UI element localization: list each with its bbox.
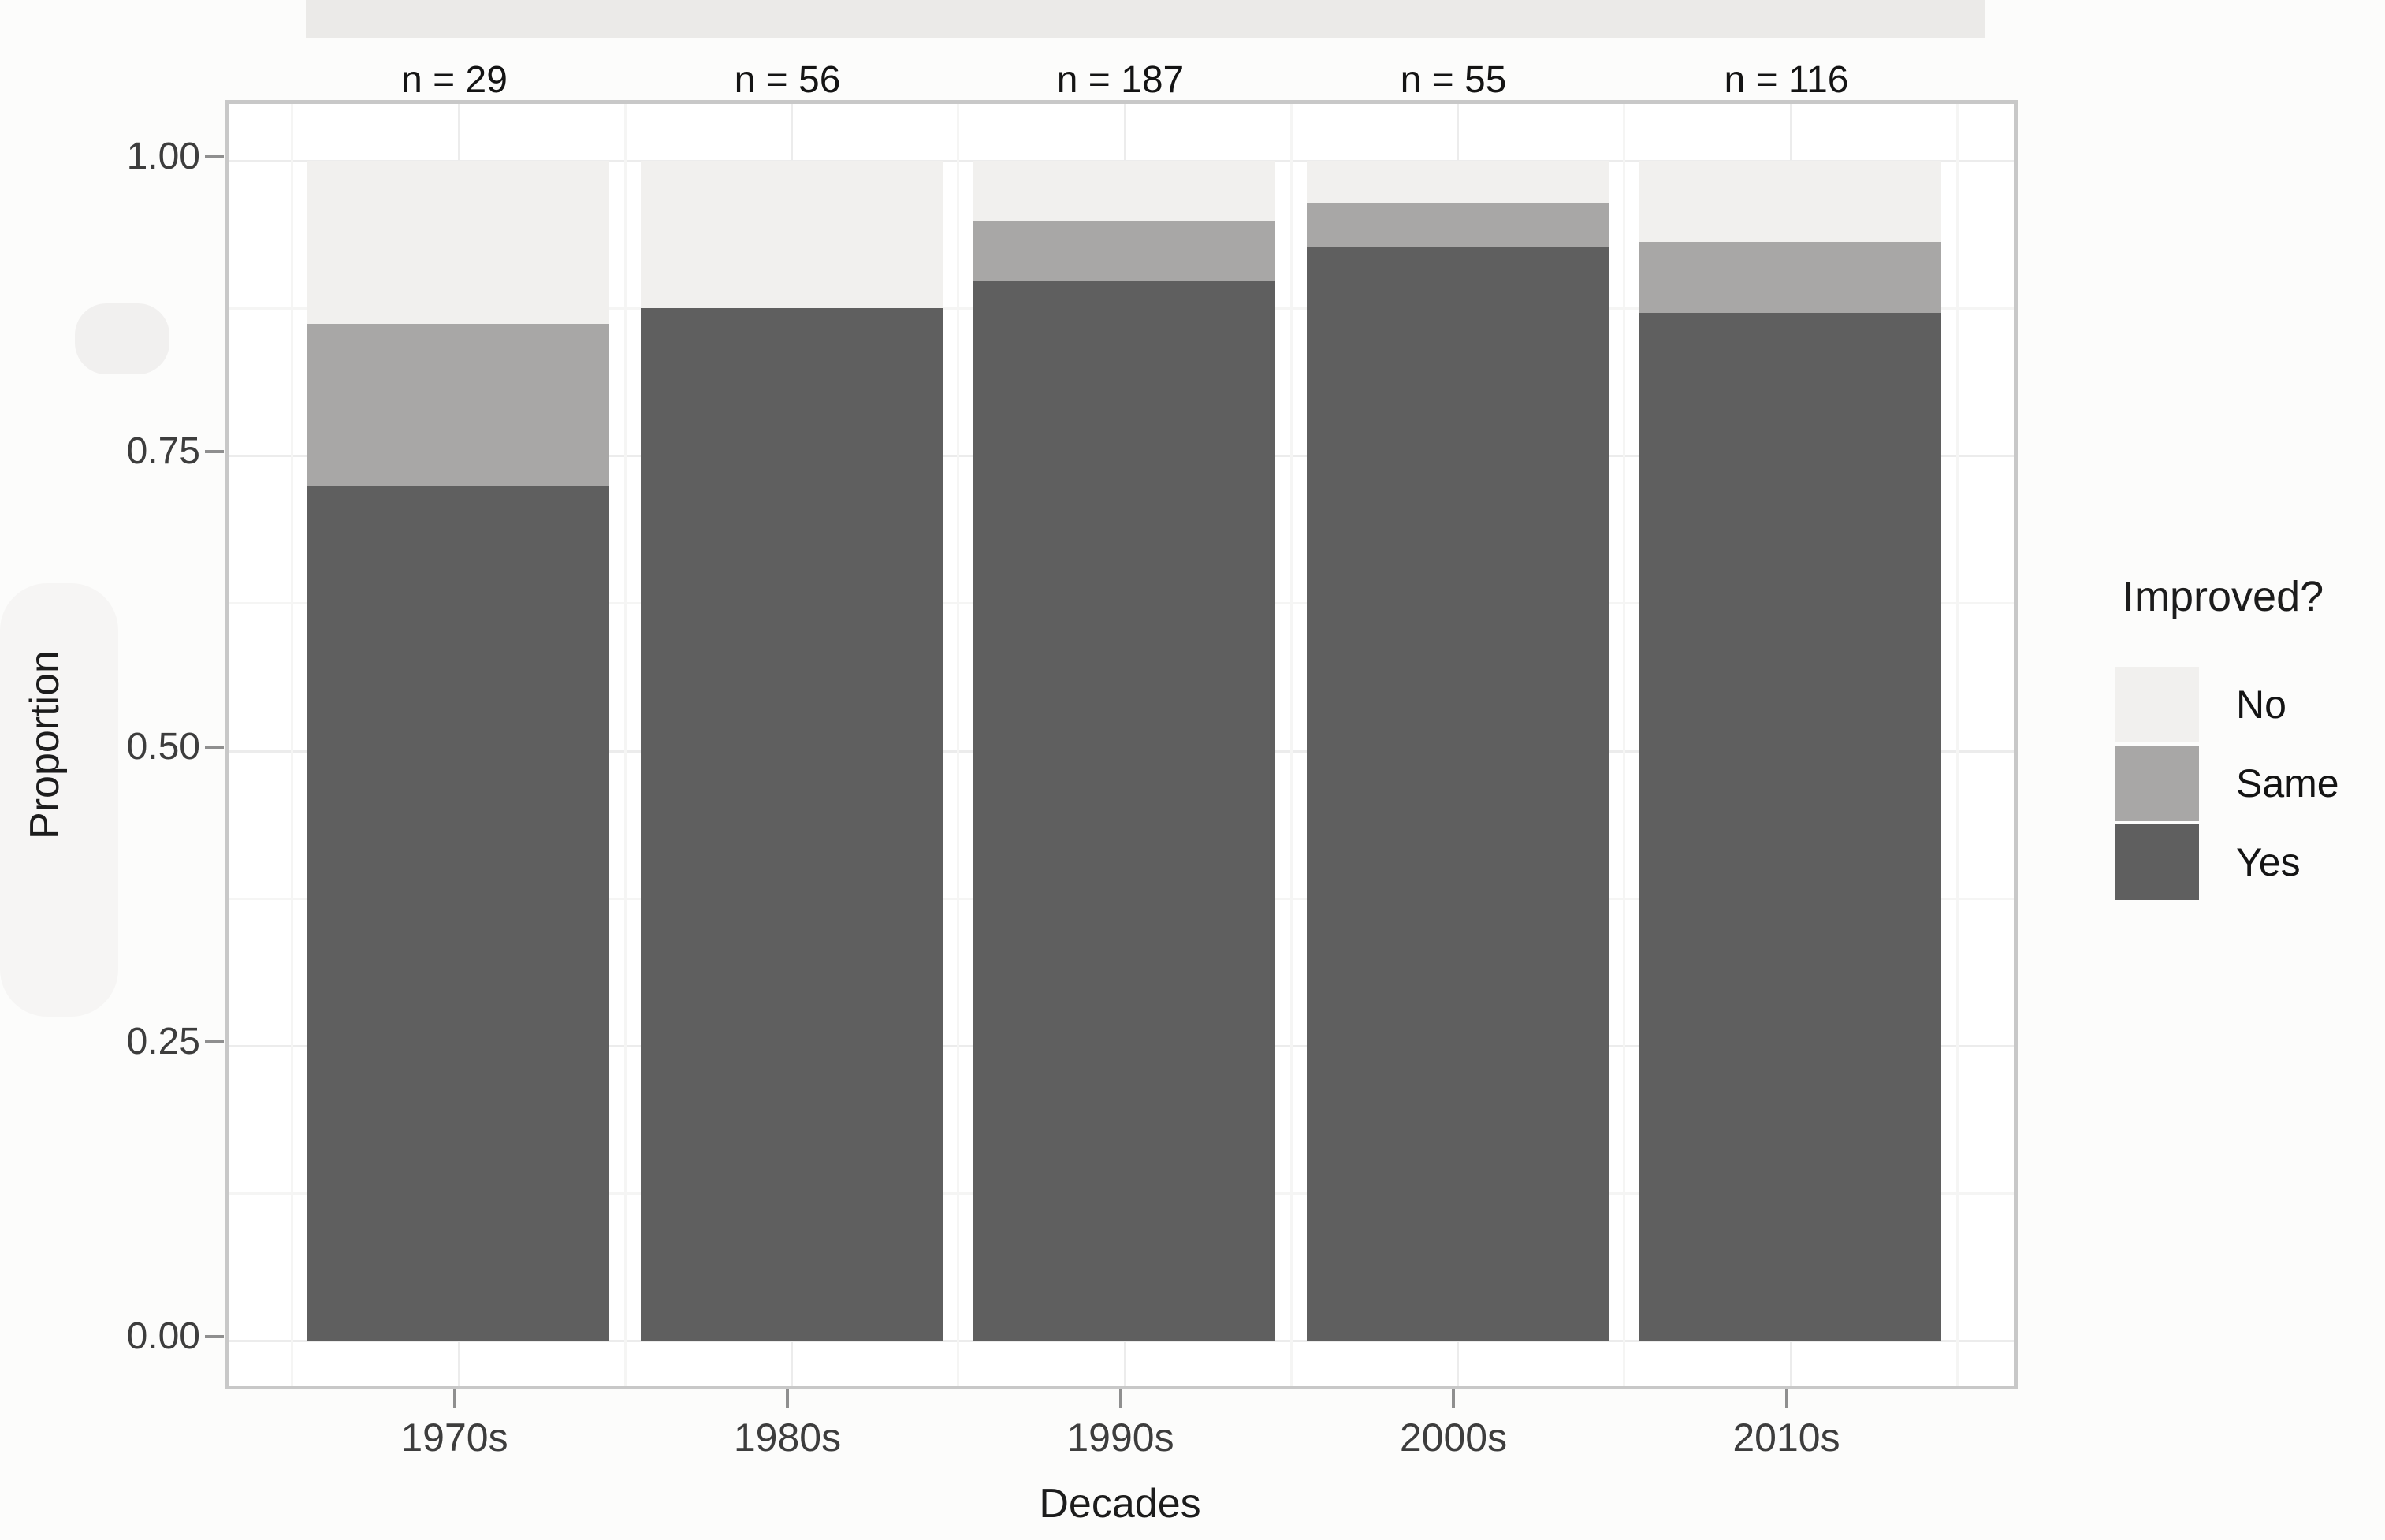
legend-items: No Same Yes xyxy=(2115,667,2339,900)
legend-swatch-yes xyxy=(2115,824,2199,900)
bar-segment-no xyxy=(640,161,943,309)
scan-artifact-smudge xyxy=(75,303,169,374)
bar-count-label: n = 187 xyxy=(1056,59,1185,101)
bar-segment-same xyxy=(1639,242,1941,314)
y-tick-mark xyxy=(205,745,224,749)
bar-count-label: n = 56 xyxy=(734,59,841,101)
legend-title: Improved? xyxy=(2123,573,2324,620)
x-tick-mark xyxy=(452,1389,456,1408)
gridline-minor-vertical xyxy=(1955,104,1959,1386)
bar-count-label: n = 29 xyxy=(401,59,508,101)
x-tick-label: 2010s xyxy=(1732,1415,1840,1460)
legend-swatch-no xyxy=(2115,667,2199,742)
bar-segment-yes xyxy=(307,486,609,1341)
legend-label: Yes xyxy=(2236,840,2301,884)
legend-label: No xyxy=(2236,683,2286,727)
y-tick-mark xyxy=(205,155,224,158)
bar-segment-yes xyxy=(1639,313,1941,1341)
y-tick-label: 0.25 xyxy=(126,1020,200,1062)
y-axis-title: Proportion xyxy=(22,650,68,839)
x-axis-title: Decades xyxy=(1039,1481,1201,1527)
bar-segment-yes xyxy=(1306,247,1609,1341)
bar-segment-no xyxy=(1639,161,1941,243)
x-tick-mark xyxy=(1118,1389,1122,1408)
bar-segment-yes xyxy=(973,281,1275,1341)
y-tick-mark xyxy=(205,1335,224,1338)
gridline-minor-vertical xyxy=(1623,104,1626,1386)
legend: Improved? No Same Yes xyxy=(2115,572,2339,903)
bar-count-label: n = 55 xyxy=(1400,59,1507,101)
legend-item-yes: Yes xyxy=(2115,824,2339,900)
bar-count-label: n = 116 xyxy=(1724,59,1849,101)
bar-segment-same xyxy=(973,221,1275,281)
bar-segment-yes xyxy=(640,308,943,1341)
bar-segment-same xyxy=(307,323,609,487)
y-tick-label: 0.75 xyxy=(126,430,200,473)
y-tick-label: 0.00 xyxy=(126,1315,200,1357)
bar-segment-same xyxy=(1306,203,1609,247)
x-tick-label: 1970s xyxy=(400,1415,508,1460)
bar-segment-no xyxy=(973,161,1275,221)
gridline-major-horizontal xyxy=(229,1340,2014,1342)
legend-item-same: Same xyxy=(2115,746,2339,821)
y-tick-label: 0.50 xyxy=(126,725,200,768)
y-tick-mark xyxy=(205,450,224,454)
x-tick-label: 1990s xyxy=(1066,1415,1174,1460)
x-tick-mark xyxy=(786,1389,789,1408)
legend-label: Same xyxy=(2236,761,2339,805)
bar-segment-no xyxy=(307,161,609,324)
scan-artifact-band xyxy=(306,0,1985,38)
y-tick-label: 1.00 xyxy=(126,136,200,177)
legend-swatch-same xyxy=(2115,746,2199,821)
x-tick-label: 2000s xyxy=(1399,1415,1508,1460)
gridline-minor-vertical xyxy=(291,104,294,1386)
gridline-minor-vertical xyxy=(623,104,627,1386)
gridline-minor-vertical xyxy=(1289,104,1293,1386)
x-tick-mark xyxy=(1784,1389,1788,1408)
legend-item-no: No xyxy=(2115,667,2339,742)
plot-panel xyxy=(225,100,2018,1389)
bar-segment-no xyxy=(1306,161,1609,203)
x-tick-mark xyxy=(1452,1389,1455,1408)
x-tick-label: 1980s xyxy=(733,1415,842,1460)
y-tick-mark xyxy=(205,1040,224,1043)
gridline-minor-vertical xyxy=(957,104,960,1386)
